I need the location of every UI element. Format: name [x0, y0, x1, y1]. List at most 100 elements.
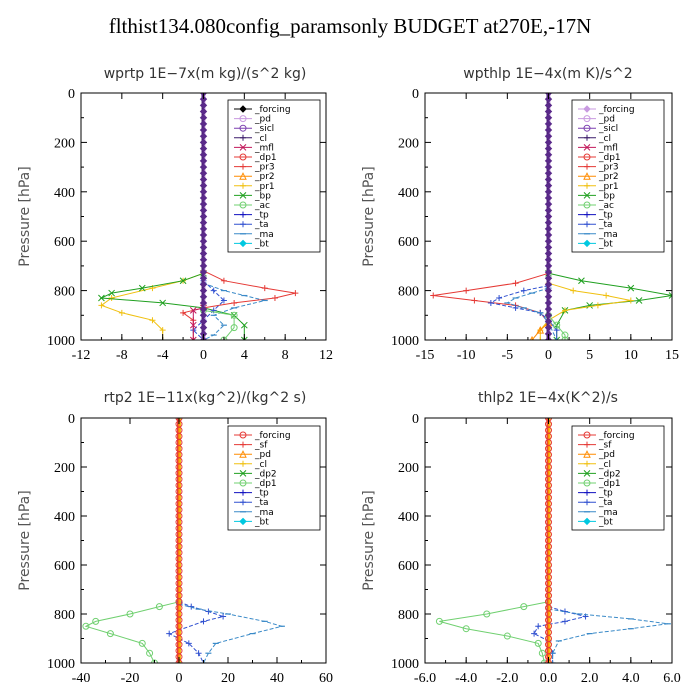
forcing-marker	[199, 256, 208, 264]
data-point	[180, 309, 187, 316]
data-point	[627, 297, 634, 304]
legend-marker	[584, 460, 590, 467]
legend-label: _pd	[254, 115, 271, 125]
forcing-marker	[199, 188, 208, 196]
data-point	[179, 277, 187, 285]
legend-marker	[239, 517, 247, 526]
series-group	[82, 418, 285, 663]
legend-label: _dp1	[254, 479, 277, 489]
data-point	[540, 659, 548, 663]
legend-label: _ac	[598, 201, 614, 211]
chart-panel-2: wpthlp 1E−4x(m K)/s^2 Pressure [hPa] -15 -1…	[361, 66, 679, 363]
data-point	[534, 639, 542, 647]
y-tick-label: 800	[398, 285, 419, 300]
data-point	[166, 630, 173, 637]
series-line_pr1	[539, 282, 631, 340]
y-tick-label: 1000	[391, 334, 419, 349]
legend-marker	[239, 470, 247, 477]
x-tick-label: 4	[241, 348, 248, 363]
x-tick-label: 2.0	[581, 671, 599, 686]
forcing-marker	[199, 293, 208, 301]
legend-label: _forcing	[254, 431, 291, 441]
data-point	[471, 297, 478, 304]
forcing-marker	[544, 175, 553, 184]
forcing-marker	[544, 225, 553, 233]
x-tick-label: 20	[221, 671, 235, 686]
legend-marker	[239, 431, 247, 439]
legend: _forcing_pd_sicl_cl_mfl_dp1_pr3_pr2_pr1_…	[227, 99, 321, 253]
series-group	[435, 418, 671, 663]
x-tick-label: 0	[200, 348, 207, 363]
legend-marker	[583, 470, 591, 477]
legend-label: _tp	[254, 489, 269, 499]
forcing-marker	[544, 144, 553, 153]
forcing-marker	[199, 262, 208, 270]
series-line_ta	[533, 606, 586, 663]
legend-marker	[240, 163, 246, 170]
legend-label: _cl	[598, 134, 611, 144]
forcing-marker	[199, 231, 208, 239]
legend-label: _dp2	[598, 469, 621, 479]
forcing-marker	[544, 138, 553, 147]
x-tick-label: 8	[282, 348, 289, 363]
data-point	[487, 299, 494, 306]
series-line_bp	[99, 272, 245, 340]
legend: _forcing_pd_sicl_cl_mfl_dp1_pr3_pr2_pr1_…	[571, 99, 665, 253]
legend-label: _ma	[254, 230, 274, 240]
data-point	[668, 292, 672, 299]
y-tick-label: 400	[54, 186, 75, 201]
forcing-marker	[199, 237, 208, 245]
legend-marker	[583, 192, 591, 199]
legend-label: _pd	[254, 450, 271, 460]
forcing-marker	[199, 286, 208, 295]
legend-marker	[584, 134, 590, 141]
x-tick-label: -10	[457, 348, 476, 363]
legend-marker	[239, 479, 247, 487]
data-point	[603, 292, 610, 299]
series-group	[98, 93, 299, 340]
data-point	[98, 302, 105, 309]
forcing-marker	[199, 157, 208, 165]
data-point	[106, 630, 114, 638]
data-point	[553, 321, 561, 329]
legend-label: _pd	[598, 450, 615, 460]
data-point	[561, 618, 568, 625]
y-tick-label: 0	[68, 87, 75, 102]
forcing-marker	[544, 243, 553, 252]
data-point	[430, 292, 437, 299]
forcing-marker	[544, 107, 553, 116]
legend-label: _bp	[598, 191, 615, 201]
data-point	[594, 302, 601, 309]
data-point	[159, 299, 167, 307]
x-tick-label: -12	[72, 348, 91, 363]
data-point	[210, 287, 217, 294]
legend-label: _ta	[254, 498, 269, 508]
legend-marker	[583, 144, 591, 151]
forcing-marker	[199, 175, 208, 184]
forcing-marker	[544, 157, 553, 165]
forcing-marker	[544, 120, 553, 128]
data-point	[188, 603, 195, 610]
y-tick-label: 200	[54, 136, 75, 151]
legend-marker	[240, 221, 246, 228]
forcing-marker	[199, 206, 208, 215]
y-axis-label: Pressure [hPa]	[17, 166, 33, 266]
legend-label: _ac	[254, 201, 270, 211]
data-point	[561, 336, 569, 340]
panel-title: wprtp 1E−7x(m kg)/(s^2 kg)	[104, 66, 307, 82]
data-point	[230, 324, 238, 332]
series-line_ma	[178, 603, 284, 663]
data-point	[512, 280, 519, 287]
forcing-marker	[199, 138, 208, 147]
legend-marker	[583, 479, 591, 487]
data-point	[220, 613, 227, 620]
legend-marker	[240, 499, 246, 506]
legend-label: _mfl	[254, 143, 274, 153]
data-point	[220, 277, 227, 284]
legend-label: _dp1	[598, 153, 621, 163]
y-tick-label: 1000	[391, 657, 419, 672]
data-point	[189, 307, 197, 314]
forcing-marker	[199, 317, 208, 326]
legend: _forcing_sf_pd_cl_dp2_dp1_tp_ta_ma_bt	[227, 425, 321, 531]
